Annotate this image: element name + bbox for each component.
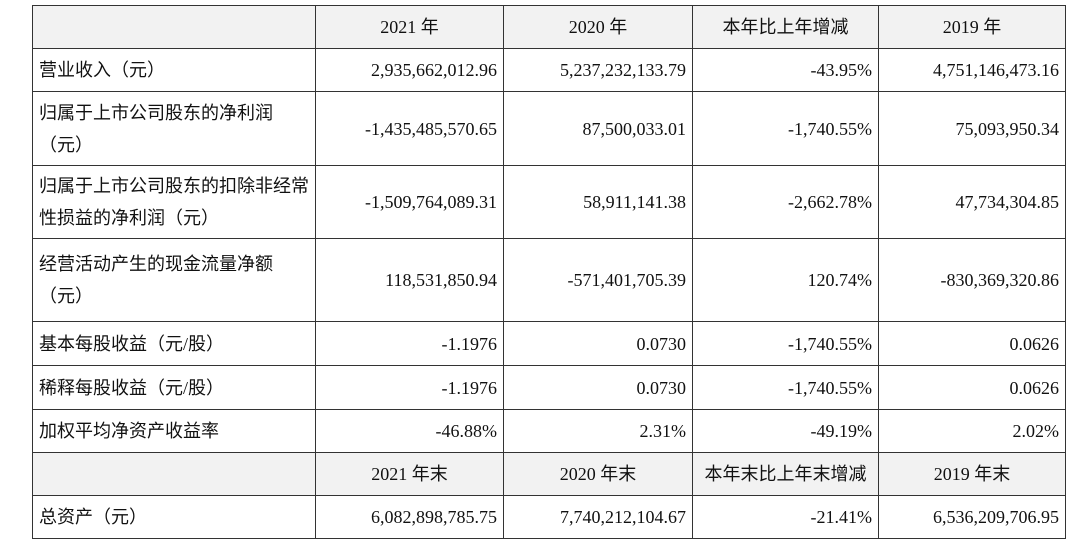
data-row: 经营活动产生的现金流量净额（元） 118,531,850.94 -571,401,7… [32,238,1066,322]
data-row: 稀释每股收益（元/股） -1.1976 0.0730 -1,740.55% 0.0626 [32,365,1066,410]
financial-table: 2021 年 2020 年本年比上年增减 2019 年营业收入（元） 2,935,66… [32,5,1066,539]
value-cell: 7,740,212,104.67 [503,495,693,539]
label-cell: 总资产（元） [32,495,316,539]
value-cell: 2.31% [503,409,693,453]
header-cell [32,452,316,496]
header-cell: 2020 年末 [503,452,693,496]
label-cell: 加权平均净资产收益率 [32,409,316,453]
value-cell: 2.02% [878,409,1066,453]
label-cell: 经营活动产生的现金流量净额（元） [32,238,316,322]
value-cell: 75,093,950.34 [878,91,1066,166]
value-cell: 0.0626 [878,365,1066,410]
value-cell: 120.74% [692,238,879,322]
value-cell: -571,401,705.39 [503,238,693,322]
data-row: 归属于上市公司股东的净利润（元） -1,435,485,570.65 87,500,… [32,91,1066,166]
header-cell: 2021 年末 [315,452,504,496]
header-cell: 2021 年 [315,5,504,49]
label-cell: 营业收入（元） [32,48,316,92]
value-cell: -1,740.55% [692,91,879,166]
label-cell: 归属于上市公司股东的净利润（元） [32,91,316,166]
value-cell: -49.19% [692,409,879,453]
value-cell: 6,536,209,706.95 [878,495,1066,539]
value-cell: 58,911,141.38 [503,165,693,239]
header-cell: 2019 年末 [878,452,1066,496]
data-row: 加权平均净资产收益率 -46.88% 2.31% -49.19% 2.02% [32,409,1066,453]
value-cell: -43.95% [692,48,879,92]
value-cell: 0.0730 [503,365,693,410]
value-cell: 5,237,232,133.79 [503,48,693,92]
value-cell: 2,935,662,012.96 [315,48,504,92]
value-cell: -1,509,764,089.31 [315,165,504,239]
label-cell: 稀释每股收益（元/股） [32,365,316,410]
header-cell [32,5,316,49]
value-cell: -1,740.55% [692,321,879,366]
value-cell: -46.88% [315,409,504,453]
header-cell: 本年末比上年末增减 [692,452,879,496]
value-cell: 87,500,033.01 [503,91,693,166]
value-cell: -21.41% [692,495,879,539]
header-cell: 本年比上年增减 [692,5,879,49]
value-cell: 47,734,304.85 [878,165,1066,239]
header-row: 2021 年 2020 年本年比上年增减 2019 年 [32,5,1066,49]
data-row: 归属于上市公司股东的扣除非经常性损益的净利润（元） -1,509,764,089.… [32,165,1066,239]
value-cell: 118,531,850.94 [315,238,504,322]
value-cell: -1,740.55% [692,365,879,410]
value-cell: 0.0626 [878,321,1066,366]
header-row: 2021 年末 2020 年末 本年末比上年末增减 2019 年末 [32,452,1066,496]
value-cell: -1,435,485,570.65 [315,91,504,166]
value-cell: -1.1976 [315,321,504,366]
header-cell: 2019 年 [878,5,1066,49]
value-cell: 0.0730 [503,321,693,366]
value-cell: -2,662.78% [692,165,879,239]
value-cell: 6,082,898,785.75 [315,495,504,539]
label-cell: 归属于上市公司股东的扣除非经常性损益的净利润（元） [32,165,316,239]
label-cell: 基本每股收益（元/股） [32,321,316,366]
value-cell: -1.1976 [315,365,504,410]
data-row: 总资产（元） 6,082,898,785.75 7,740,212,104.67 -2… [32,495,1066,539]
data-row: 基本每股收益（元/股） -1.1976 0.0730 -1,740.55% 0.0626 [32,321,1066,366]
table-body: 2021 年 2020 年本年比上年增减 2019 年营业收入（元） 2,935,66… [32,5,1066,539]
value-cell: 4,751,146,473.16 [878,48,1066,92]
data-row: 营业收入（元） 2,935,662,012.96 5,237,232,133.79-… [32,48,1066,92]
value-cell: -830,369,320.86 [878,238,1066,322]
header-cell: 2020 年 [503,5,693,49]
